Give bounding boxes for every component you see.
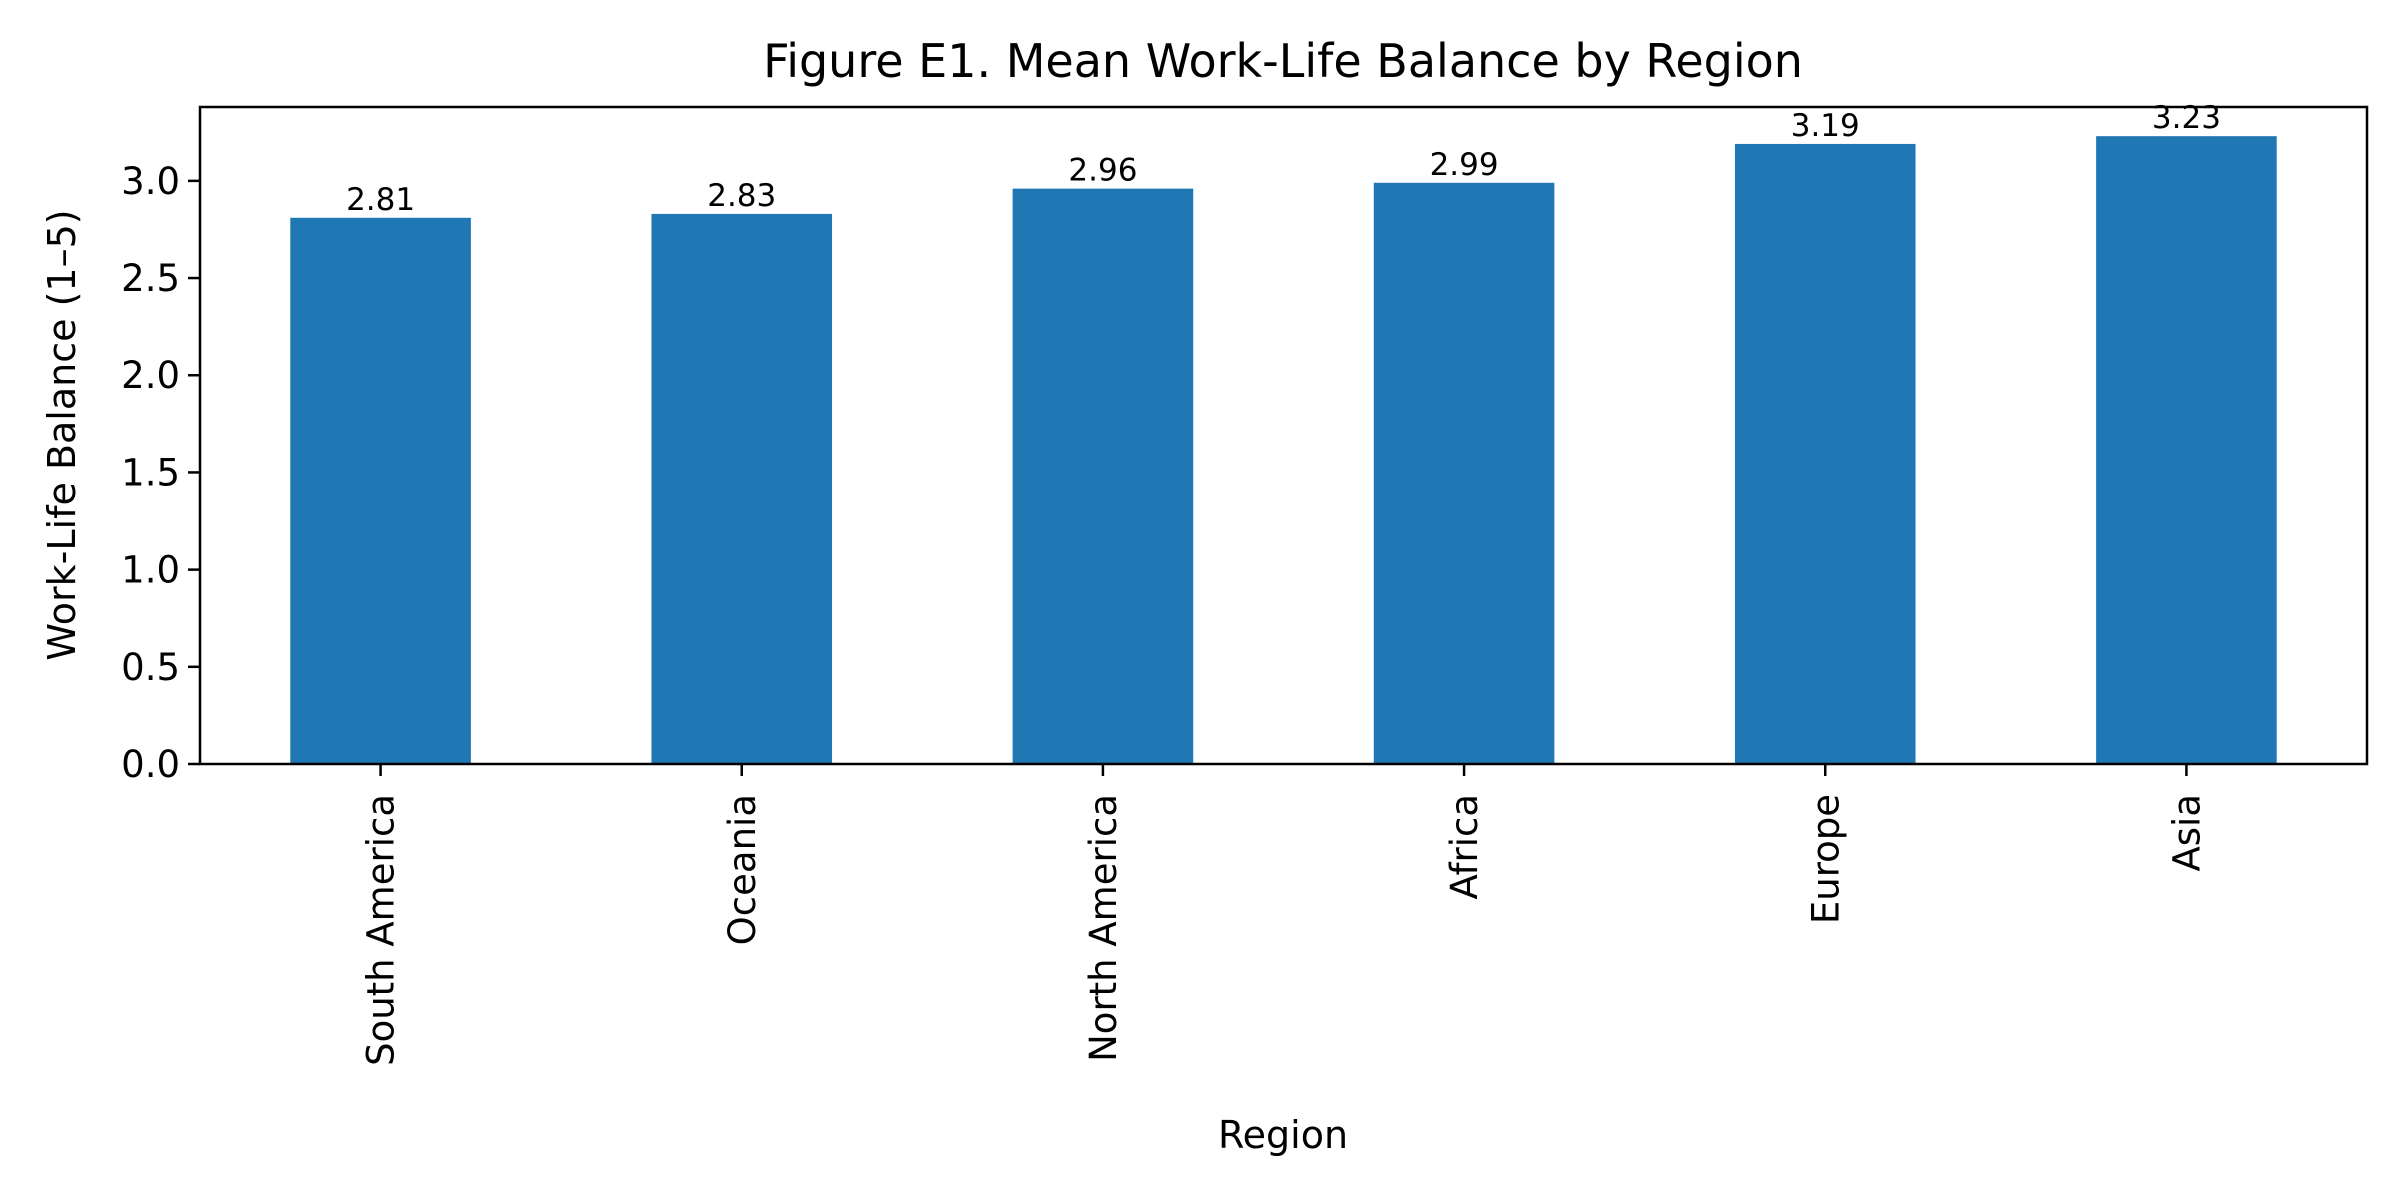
y-tick-label: 3.0 [121,160,180,203]
data-label: 3.23 [2152,100,2221,136]
data-label: 2.83 [707,178,776,214]
bar-north-america [1012,188,1194,765]
y-tick-label: 2.5 [121,257,180,300]
data-label: 2.96 [1068,153,1137,189]
bar-oceania [651,213,833,765]
data-label: 2.99 [1430,147,1499,183]
y-tick-label: 0.5 [121,646,180,689]
x-axis-title: Region [1218,1113,1348,1157]
bar-europe [1734,143,1916,764]
x-tick-label: South America [360,794,403,1066]
data-label: 2.81 [346,182,415,218]
x-tick-label: Africa [1443,794,1486,900]
x-tick-label: Europe [1804,794,1847,924]
bar-south-america [290,217,471,765]
y-tick-label: 1.0 [121,549,180,592]
data-label: 3.19 [1791,108,1860,144]
y-tick-label: 0.0 [121,743,180,786]
data-labels-group: 2.81 2.83 2.96 2.99 3.19 3.23 [346,100,2221,218]
x-axis: South America Oceania North America Africa E… [360,764,2208,1066]
x-tick-label: Oceania [721,794,764,945]
y-tick-label: 1.5 [121,451,180,494]
x-tick-label: Asia [2165,794,2208,872]
chart-title: Figure E1. Mean Work-Life Balance by Reg… [763,34,1803,88]
bars-group [290,136,2277,765]
y-axis: 0.0 0.5 1.0 1.5 2.0 2.5 3.0 [121,160,200,786]
y-tick-label: 2.0 [121,354,180,397]
x-tick-label: North America [1082,794,1125,1062]
bar-asia [2096,136,2277,764]
plot-frame [198,105,2369,766]
y-axis-title: Work-Life Balance (1–5) [40,209,84,660]
bar-africa [1373,182,1555,765]
